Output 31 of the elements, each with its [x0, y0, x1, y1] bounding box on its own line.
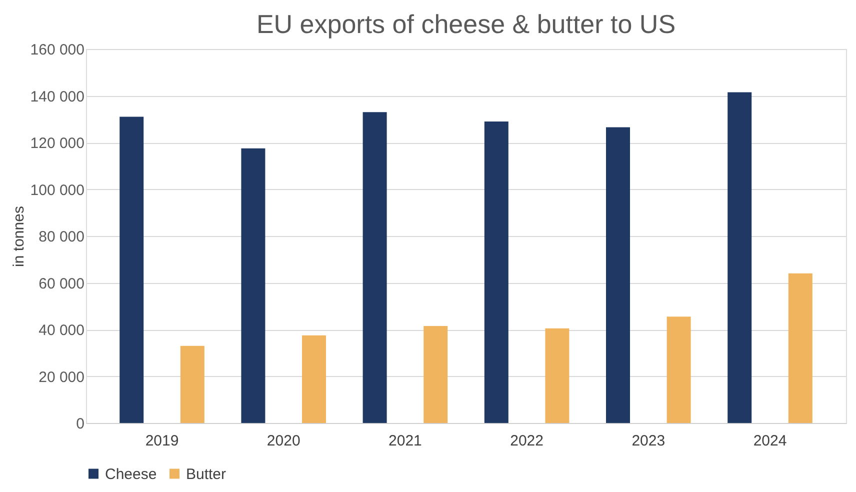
y-tick-label: 140 000 — [30, 88, 84, 106]
y-tick-label: 80 000 — [38, 228, 84, 246]
bar — [424, 326, 448, 423]
y-tick-label: 60 000 — [38, 275, 84, 292]
x-tick-label: 2021 — [388, 432, 422, 450]
bar — [120, 116, 144, 423]
y-tick-label: 0 — [76, 416, 84, 432]
x-tick-label: 2019 — [145, 432, 179, 450]
bar — [241, 148, 266, 423]
y-tick-label: 40 000 — [38, 322, 84, 339]
y-tick-label: 20 000 — [38, 368, 84, 386]
y-tick-label: 120 000 — [30, 135, 84, 152]
bar — [606, 127, 630, 423]
bar — [788, 273, 812, 423]
bar — [362, 112, 387, 423]
y-axis-title: in tonnes — [10, 206, 28, 267]
x-tick-label: 2020 — [266, 432, 300, 450]
y-tick-label: 160 000 — [30, 42, 84, 58]
bar — [545, 328, 570, 423]
bar — [180, 346, 204, 423]
bar — [728, 92, 752, 423]
x-tick-label: 2022 — [510, 432, 544, 450]
x-tick-label: 2023 — [632, 432, 666, 450]
bar — [666, 316, 691, 423]
chart-title: EU exports of cheese & butter to US — [256, 9, 676, 39]
bar — [302, 335, 326, 423]
x-tick-label: 2024 — [753, 432, 787, 450]
legend-label: Butter — [186, 466, 226, 483]
bar — [484, 121, 508, 423]
y-tick-label: 100 000 — [30, 182, 84, 199]
legend-label: Cheese — [105, 466, 157, 483]
